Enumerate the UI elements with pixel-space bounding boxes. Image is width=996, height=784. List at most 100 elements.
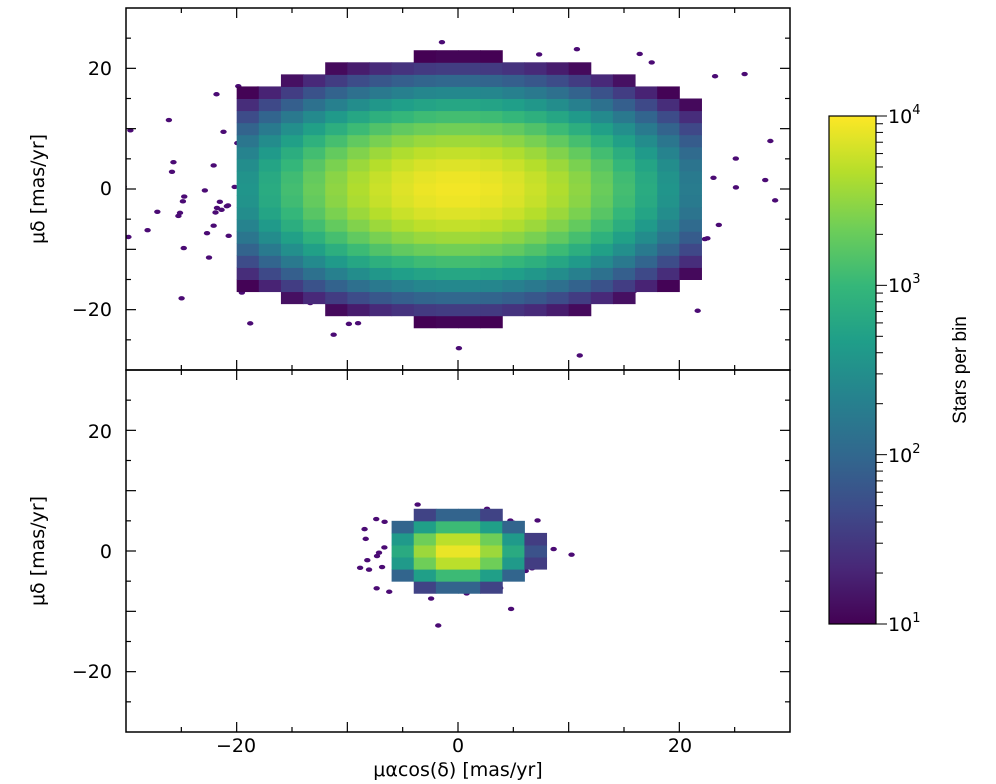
heatmap-bin	[435, 158, 459, 172]
heatmap-bin	[546, 219, 570, 232]
scatter-point	[181, 194, 188, 199]
heatmap-bin	[347, 86, 370, 99]
heatmap-bin	[369, 62, 393, 75]
heatmap-bin	[280, 122, 304, 136]
heatmap-bin	[435, 279, 459, 293]
heatmap-bin	[524, 74, 548, 87]
heatmap-bin	[524, 544, 548, 558]
heatmap-bin	[435, 581, 459, 594]
heatmap-bin	[325, 231, 348, 244]
heatmap-bin	[458, 255, 481, 268]
heatmap-bin	[236, 122, 260, 136]
heatmap-bin	[347, 134, 370, 148]
heatmap-bin	[303, 207, 326, 220]
heatmap-bin	[568, 170, 592, 184]
heatmap-bin	[458, 86, 481, 99]
heatmap-bin	[657, 279, 680, 293]
scatter-point	[636, 51, 643, 57]
scatter-point	[375, 550, 383, 555]
heatmap-bin	[258, 207, 282, 220]
heatmap-bin	[435, 508, 459, 522]
heatmap-bin	[480, 520, 503, 534]
heatmap-bin	[612, 267, 636, 280]
scatter-point	[220, 129, 227, 134]
heatmap-bin	[612, 146, 636, 160]
heatmap-bin	[524, 146, 548, 160]
heatmap-bin	[657, 255, 680, 268]
heatmap-bin	[391, 195, 415, 208]
bottom-xtick-label-0: 0	[452, 735, 464, 757]
heatmap-bin	[480, 315, 503, 329]
scatter-point	[854, 109, 860, 113]
heatmap-bin	[657, 98, 680, 112]
heatmap-bin	[568, 74, 592, 87]
heatmap-bin	[303, 279, 326, 293]
heatmap-bin	[480, 122, 503, 136]
heatmap-bin	[303, 110, 326, 124]
heatmap-bin	[258, 170, 282, 184]
heatmap-bin	[480, 581, 503, 594]
heatmap-bin	[391, 279, 415, 293]
heatmap-bin	[458, 508, 481, 522]
scatter-point	[550, 546, 557, 552]
heatmap-bin	[480, 182, 503, 196]
heatmap-bin	[458, 170, 481, 184]
heatmap-bin	[435, 557, 459, 570]
heatmap-bin	[236, 231, 260, 244]
scatter-point	[710, 175, 717, 180]
heatmap-bin	[325, 74, 348, 87]
heatmap-bin	[502, 62, 525, 75]
heatmap-bin	[524, 110, 548, 124]
heatmap-bin	[391, 134, 415, 148]
heatmap-bin	[325, 110, 348, 124]
heatmap-bin	[568, 291, 592, 305]
heatmap-bin	[612, 207, 636, 220]
scatter-point	[386, 589, 393, 594]
heatmap-bin	[435, 255, 459, 268]
heatmap-bin	[258, 110, 282, 124]
heatmap-bin	[635, 182, 658, 196]
colorbar-tick-label-100: 102	[888, 442, 920, 467]
heatmap-bin	[458, 267, 481, 280]
heatmap-bin	[413, 279, 437, 293]
heatmap-bin	[458, 122, 481, 136]
bottom-ytick-label-minus20: −20	[72, 661, 112, 683]
heatmap-bin	[612, 243, 636, 256]
bottom-xtick-label-minus20: −20	[216, 735, 256, 757]
heatmap-bin	[303, 98, 326, 112]
scatter-point	[165, 117, 173, 123]
heatmap-bin	[413, 74, 437, 87]
heatmap-bin	[303, 195, 326, 208]
heatmap-bin	[590, 243, 614, 256]
heatmap-bin	[369, 303, 393, 317]
heatmap-bin	[458, 62, 481, 75]
top-ytick-label-minus20: −20	[72, 299, 112, 321]
heatmap-bin	[391, 255, 415, 268]
heatmap-bin	[546, 279, 570, 293]
heatmap-bin	[458, 195, 481, 208]
top-ytick-label-0: 0	[100, 178, 112, 200]
heatmap-bin	[413, 195, 437, 208]
scatter-point	[210, 223, 217, 228]
heatmap-bin	[280, 170, 304, 184]
heatmap-bin	[369, 146, 393, 160]
heatmap-bin	[435, 74, 459, 87]
scatter-point	[568, 552, 575, 557]
heatmap-bin	[590, 158, 614, 172]
heatmap-bin	[236, 158, 260, 172]
scatter-point	[378, 564, 386, 570]
heatmap-bin	[236, 182, 260, 196]
heatmap-bin	[568, 255, 592, 268]
heatmap-bin	[413, 86, 437, 99]
heatmap-bin	[546, 146, 570, 160]
heatmap-bin	[480, 303, 503, 317]
heatmap-bin	[679, 207, 702, 220]
heatmap-bin	[568, 122, 592, 136]
heatmap-bin	[635, 195, 658, 208]
heatmap-bin	[480, 74, 503, 87]
scatter-point	[345, 321, 353, 327]
scatter-point	[249, 430, 255, 434]
heatmap-bin	[413, 255, 437, 268]
scatter-point	[354, 321, 362, 326]
heatmap-bin	[391, 158, 415, 172]
